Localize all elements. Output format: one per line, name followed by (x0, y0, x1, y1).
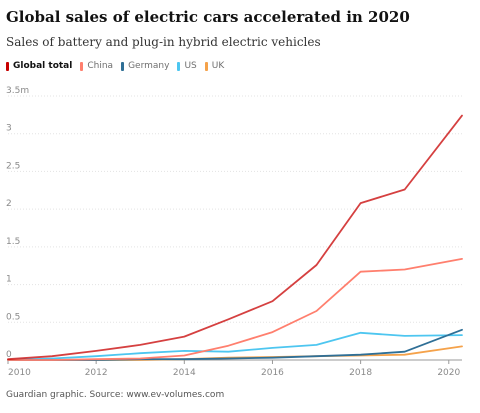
y-tick-label: 1.5 (6, 237, 20, 247)
legend-item: US (177, 61, 197, 71)
legend-swatch (80, 61, 84, 71)
legend-label: US (184, 61, 197, 71)
legend-swatch (177, 61, 181, 71)
legend-item: Germany (121, 61, 169, 71)
series-line-global-total (7, 114, 463, 361)
chart-legend: Global total China Germany US UK (6, 59, 232, 73)
x-tick-label: 2012 (85, 368, 108, 378)
legend-label: Global total (13, 61, 73, 71)
legend-label: Germany (128, 61, 170, 71)
legend-item: China (80, 61, 113, 71)
y-tick-label: 2 (6, 199, 12, 209)
x-tick-label: 2014 (173, 368, 196, 378)
legend-swatch (121, 61, 125, 71)
legend-swatch (6, 61, 9, 71)
legend-label: UK (211, 61, 225, 71)
chart-title: Global sales of electric cars accelerate… (6, 8, 410, 26)
chart-subtitle: Sales of battery and plug-in hybrid elec… (6, 35, 321, 49)
x-tick-label: 2016 (261, 368, 284, 378)
x-tick-label: 2018 (349, 368, 372, 378)
y-tick-label: 3 (6, 124, 12, 134)
y-tick-label: 0 (6, 350, 12, 360)
y-tick-label: 0.5 (6, 312, 20, 322)
source-note: Guardian graphic. Source: www.ev-volumes… (6, 390, 225, 400)
y-tick-label: 3.5m (6, 86, 29, 96)
series-line-china (7, 257, 463, 361)
legend-label: China (87, 61, 114, 71)
x-tick-label: 2020 (437, 368, 460, 378)
legend-swatch (204, 61, 208, 71)
y-tick-label: 1 (6, 275, 12, 285)
legend-item: UK (204, 61, 225, 71)
x-tick-label: 2010 (8, 368, 31, 378)
legend-item: Global total (6, 61, 72, 71)
series-line-us (7, 331, 463, 361)
y-tick-label: 2.5 (6, 161, 20, 171)
